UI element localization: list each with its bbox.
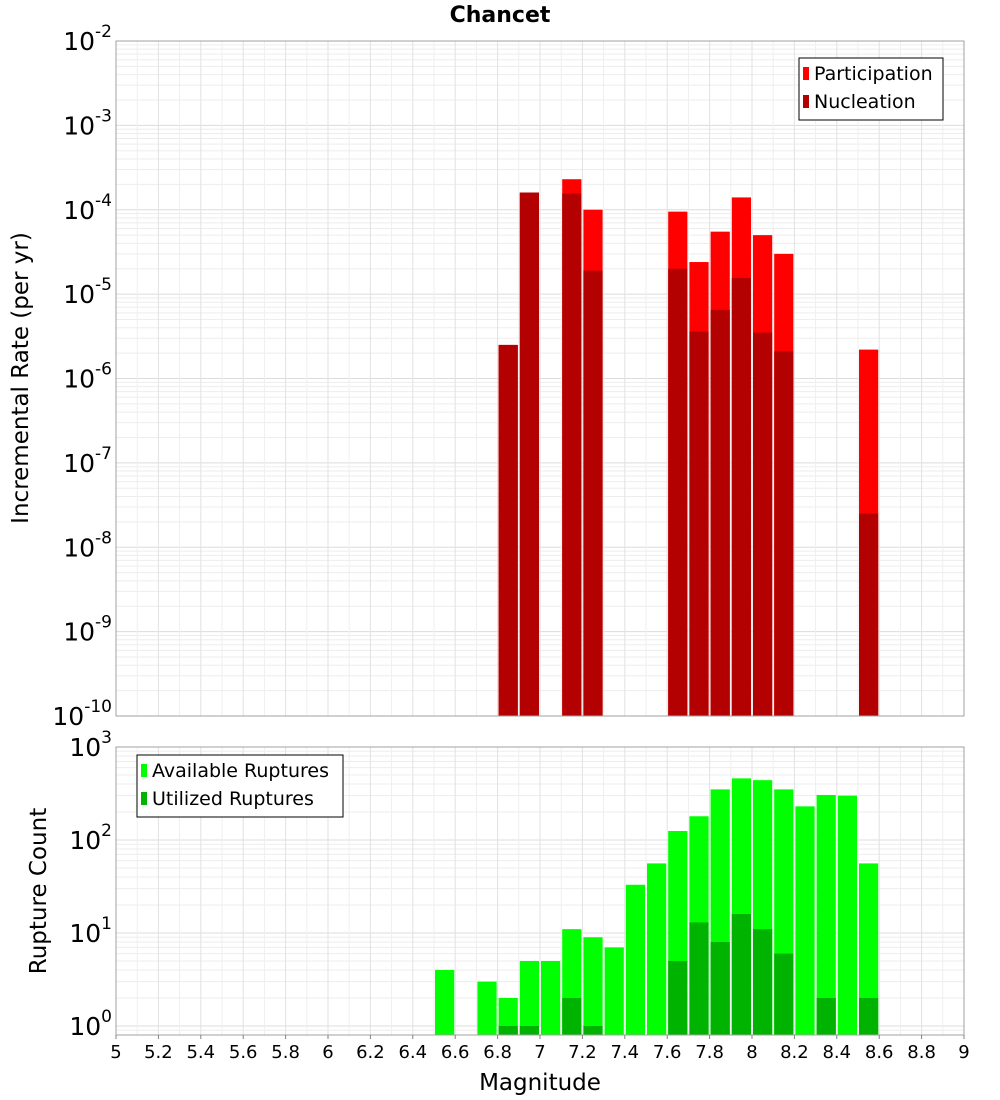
rate-y-tick-label: 10-3 (63, 106, 112, 140)
count-bar (604, 947, 624, 1035)
rate-y-tick-label: 10-4 (63, 191, 112, 225)
x-tick-label: 6.4 (398, 1042, 427, 1063)
x-tick-label: 5.6 (229, 1042, 258, 1063)
rate-bar (562, 193, 582, 716)
x-axis-ticks: 5 5.2 5.4 5.6 5.8 6 6.2 6.4 6.6 6.8 7 7.2 7.4 7.6 7.8 8… (110, 1035, 970, 1063)
rate-y-tick-label: 10-8 (63, 528, 112, 562)
x-tick-label: 5.8 (271, 1042, 300, 1063)
rate-legend-box (798, 57, 944, 121)
count-bar (816, 997, 836, 1035)
rate-bar (710, 309, 730, 716)
x-tick-label: 6 (322, 1042, 333, 1063)
x-tick-label: 7.6 (653, 1042, 682, 1063)
count-bar (859, 997, 879, 1035)
count-y-tick-label: 101 (69, 914, 112, 948)
x-tick-label: 8 (746, 1042, 757, 1063)
x-tick-label: 7.2 (568, 1042, 597, 1063)
chart-title: Chancet (450, 3, 551, 28)
rate-panel: 10-10 10-9 10-8 10-7 10-6 10-5 10-4 10-3 10-2 Par… (52, 22, 965, 731)
count-bar (668, 960, 688, 1035)
count-bar (689, 922, 709, 1035)
x-tick-label: 8.6 (865, 1042, 894, 1063)
count-y-tick-label: 103 (69, 728, 112, 762)
rate-bar (498, 344, 518, 716)
count-bar (541, 960, 561, 1035)
rate-bar (583, 270, 603, 716)
count-legend-swatch (141, 764, 147, 777)
rate-bar (519, 192, 539, 717)
count-y-ticks: 100 101 102 103 (69, 728, 112, 1041)
count-bar (795, 806, 815, 1035)
count-bar (816, 794, 836, 1035)
count-bar (498, 997, 518, 1035)
count-bar (435, 969, 455, 1035)
rupture-count-panel: 100 101 102 103 Available Ruptures Utilized R… (69, 728, 965, 1041)
count-bar (710, 942, 730, 1035)
x-tick-label: 8.4 (822, 1042, 851, 1063)
count-y-tick-label: 100 (69, 1007, 112, 1041)
x-tick-label: 5.2 (144, 1042, 173, 1063)
count-bar (562, 997, 582, 1035)
x-tick-label: 7.8 (695, 1042, 724, 1063)
count-bar (477, 981, 497, 1035)
count-bar (625, 884, 645, 1035)
rate-y-axis-label: Incremental Rate (per yr) (8, 232, 34, 524)
count-bar (519, 960, 539, 1035)
x-tick-label: 5 (110, 1042, 121, 1063)
count-legend: Available Ruptures Utilized Ruptures (136, 754, 344, 818)
rate-legend-swatch (803, 67, 809, 80)
rate-y-tick-label: 10-5 (63, 275, 112, 309)
rate-bar (753, 332, 773, 716)
x-tick-label: 6.2 (356, 1042, 385, 1063)
count-legend-box (136, 754, 344, 818)
rate-axes-frame (115, 40, 965, 717)
rate-bar (689, 331, 709, 716)
count-legend-label: Utilized Ruptures (152, 788, 314, 810)
count-y-tick-label: 102 (69, 821, 112, 855)
count-bar (774, 953, 794, 1035)
x-axis-label: Magnitude (479, 1070, 601, 1096)
x-tick-label: 6.6 (441, 1042, 470, 1063)
x-tick-label: 6.8 (483, 1042, 512, 1063)
rate-gridlines (115, 41, 965, 717)
x-tick-label: 9 (958, 1042, 969, 1063)
x-tick-label: 8.2 (780, 1042, 809, 1063)
rate-bar (731, 278, 751, 716)
rate-series-1 (498, 192, 879, 717)
count-legend-swatch (141, 792, 147, 805)
rate-bar (774, 351, 794, 716)
count-bar (583, 1025, 603, 1035)
count-bar (583, 937, 603, 1035)
count-bar (859, 863, 879, 1035)
count-y-axis-label: Rupture Count (26, 808, 52, 974)
x-tick-label: 8.8 (907, 1042, 936, 1063)
rate-bar (668, 268, 688, 716)
x-tick-label: 5.4 (186, 1042, 215, 1063)
count-bar (498, 1025, 518, 1035)
rate-y-tick-label: 10-2 (63, 22, 112, 56)
rate-legend-swatch (803, 95, 809, 108)
rate-legend: Participation Nucleation (798, 57, 944, 121)
count-bar (753, 929, 773, 1035)
rate-legend-label: Nucleation (814, 91, 916, 113)
count-bar (731, 914, 751, 1035)
rate-y-tick-label: 10-7 (63, 444, 112, 478)
count-series-1 (498, 914, 879, 1035)
rate-y-tick-label: 10-10 (52, 697, 112, 731)
count-legend-label: Available Ruptures (152, 760, 329, 782)
rate-y-ticks: 10-10 10-9 10-8 10-7 10-6 10-5 10-4 10-3 10-2 (52, 22, 112, 731)
count-bar (519, 1025, 539, 1035)
count-bar (647, 863, 667, 1035)
rate-bar (859, 513, 879, 716)
rate-y-tick-label: 10-9 (63, 613, 112, 647)
x-tick-label: 7.4 (610, 1042, 639, 1063)
count-bar (837, 795, 857, 1035)
rate-y-tick-label: 10-6 (63, 360, 112, 394)
x-tick-label: 7 (534, 1042, 545, 1063)
rate-legend-label: Participation (814, 63, 933, 85)
